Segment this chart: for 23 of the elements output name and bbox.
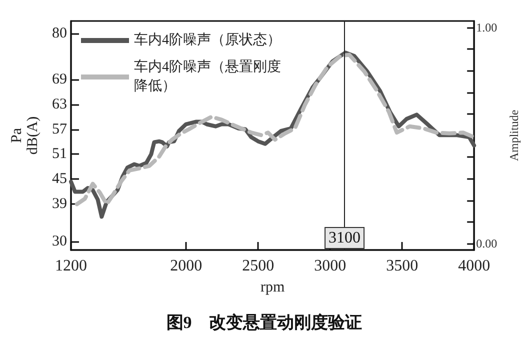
y-tick-label: 63 [52,96,67,112]
y2-tick-label: 0.00 [476,236,498,251]
x-tick-label: 1200 [55,258,87,274]
y-tick-label: 69 [52,71,67,88]
x-axis-title: rpm [260,280,285,296]
y2-tick-label: 1.00 [476,20,498,34]
y-tick-label: 80 [52,25,67,42]
y2-axis-title: Amplitude [507,110,521,162]
text: 图9 改变悬置动刚度验证 [166,313,362,332]
y-tick-label: 57 [52,121,68,138]
legend-label: 车内4阶噪声（原状态） [134,32,281,48]
legend-label: 车内4阶噪声（悬置刚度降低） [134,59,281,94]
y-axis-title: Pa dB(A) [9,116,42,155]
ref-line-label: 3100 [328,230,361,246]
x-tick-label: 3500 [386,258,418,274]
x-tick-label: 3000 [314,258,346,274]
y-tick-label: 45 [52,171,67,188]
y-tick-label: 30 [52,234,67,250]
x-tick-label: 4000 [458,258,490,274]
x-tick-label: 2500 [242,258,274,274]
x-tick-label: 2000 [170,258,202,274]
y-tick-label: 39 [52,196,67,212]
y-tick-label: 51 [52,146,67,162]
